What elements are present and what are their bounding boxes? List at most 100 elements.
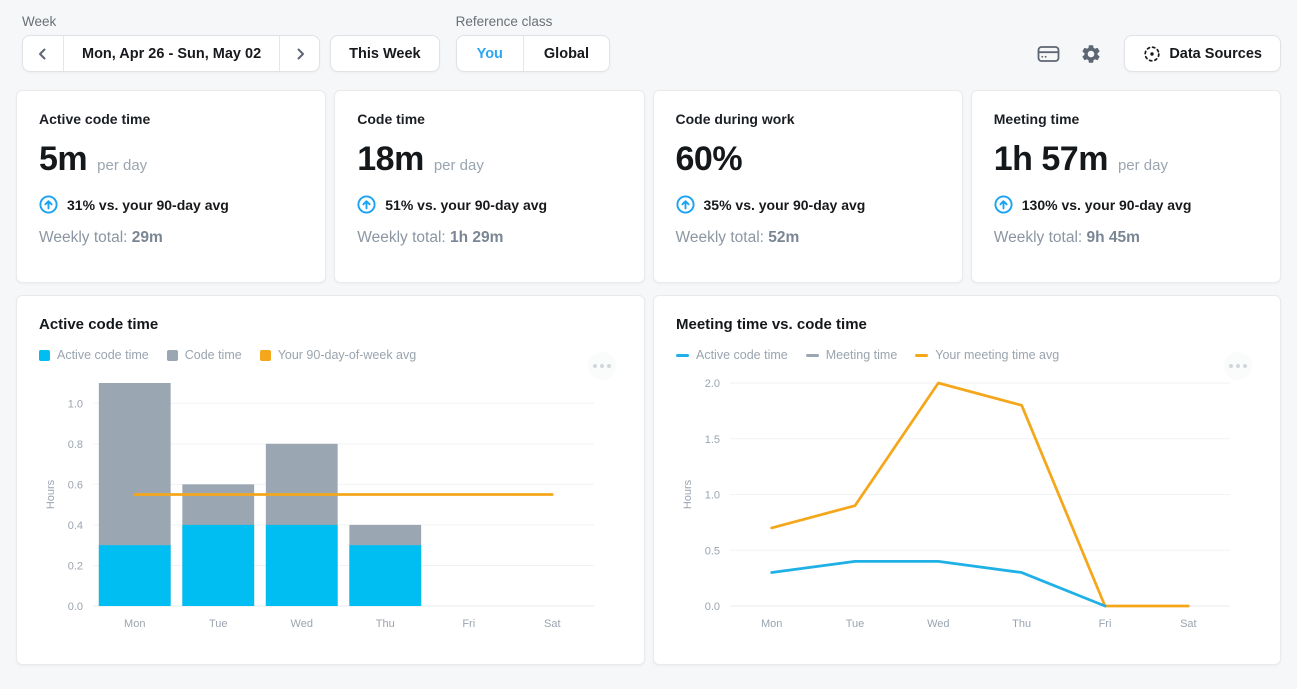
legend-item: Your meeting time avg [915,348,1059,362]
chart-legend: Active code time Meeting time Your meeti… [676,348,1258,362]
chart-title: Meeting time vs. code time [676,316,867,333]
svg-text:Wed: Wed [927,618,949,630]
svg-text:Hours: Hours [682,479,694,509]
svg-text:Thu: Thu [1012,618,1031,630]
weekly-total-value: 52m [768,229,800,246]
stat-delta: 51% vs. your 90-day avg [385,196,548,213]
stat-card-meeting-time: Meeting time 1h 57m per day 130% vs. you… [970,90,1281,283]
line-chart-meeting-vs-code: 0.0 0.5 1.0 1.5 2.0 Hours Mon Tue Wed Thu Fri Sat [676,374,1258,636]
stat-card-row: Active code time 5m per day 31% vs. your… [16,90,1281,283]
gear-icon [1082,44,1100,63]
billing-card-icon [1037,45,1060,62]
ellipsis-icon [1229,364,1233,368]
svg-text:Fri: Fri [462,618,475,630]
reference-class-label: Reference class [455,14,553,29]
stat-title: Code during work [675,111,795,127]
chart-card-row: Active code time Active code time Code t… [16,295,1281,665]
weekly-total-label: Weekly total: [993,229,1083,246]
legend-label: Your meeting time avg [935,348,1060,362]
svg-text:0.2: 0.2 [68,560,83,572]
chart-legend: Active code time Code time Your 90-day-o… [39,348,622,362]
stat-value: 18m [357,140,424,178]
svg-text:Hours: Hours [45,479,57,509]
legend-label: Meeting time [825,348,898,362]
reference-class-group: Reference class You Global [455,14,611,72]
legend-label: Active code time [57,348,149,362]
legend-dash-orange [915,353,929,357]
reference-class-toggle: You Global [455,35,611,72]
legend-item: Meeting time [805,348,898,362]
topbar-actions: Data Sources [1031,35,1281,72]
stat-delta: 35% vs. your 90-day avg [703,196,866,213]
topbar: Week Mon, Apr 26 - Sun, May 02 This Week… [0,0,1297,72]
chart-card-active-code-time: Active code time Active code time Code t… [16,295,645,665]
svg-text:Fri: Fri [1099,618,1112,630]
bar-chart-active-code-time: 0.0 0.2 0.4 0.6 0.8 1.0 Hours Mon Tue Wed Thu Fri Sa… [39,374,622,636]
svg-text:0.5: 0.5 [705,545,720,557]
next-week-button[interactable] [279,36,319,71]
date-range-button[interactable]: Mon, Apr 26 - Sun, May 02 [63,36,279,71]
weekly-total-value: 1h 29m [450,229,504,246]
stat-title: Meeting time [993,111,1080,127]
legend-item: Your 90-day-of-week avg [259,348,417,362]
svg-text:1.0: 1.0 [705,490,720,502]
weekly-total-value: 29m [131,229,163,246]
svg-text:Thu: Thu [376,618,395,630]
reference-global-button[interactable]: Global [522,36,609,71]
svg-text:Sat: Sat [1180,618,1197,630]
weekly-total-label: Weekly total: [675,229,764,246]
data-sources-button[interactable]: Data Sources [1124,35,1281,72]
stat-unit: per day [1117,157,1168,174]
chart-card-meeting-vs-code: Meeting time vs. code time Active code t… [653,295,1281,665]
svg-text:0.6: 0.6 [68,479,83,491]
weekly-total-value: 9h 45m [1086,229,1140,246]
stat-value: 5m [39,140,88,178]
chevron-left-icon [39,48,46,59]
reference-you-button[interactable]: You [457,36,523,71]
legend-label: Code time [184,348,242,362]
legend-swatch-blue [39,349,50,361]
week-nav: Mon, Apr 26 - Sun, May 02 [22,35,321,72]
legend-swatch-orange [259,349,271,361]
chart-title: Active code time [39,316,159,333]
up-arrow-circle-icon [675,195,695,214]
prev-week-button[interactable] [23,36,63,71]
stat-title: Code time [357,111,425,127]
stat-card-code-time: Code time 18m per day 51% vs. your 90-da… [334,90,645,283]
stat-unit: per day [97,157,148,174]
legend-label: Your 90-day-of-week avg [277,348,417,362]
stat-value: 60% [675,140,743,178]
legend-item: Code time [166,348,242,362]
legend-dash-blue [676,353,689,357]
ellipsis-icon [593,364,597,368]
stat-value: 1h 57m [993,140,1109,178]
svg-text:1.5: 1.5 [705,434,720,446]
data-sources-scan-icon [1144,45,1160,62]
data-sources-label: Data Sources [1169,45,1262,62]
weekly-total-label: Weekly total: [39,229,128,246]
svg-text:Tue: Tue [846,618,865,630]
legend-swatch-gray [166,349,178,361]
billing-card-button[interactable] [1031,38,1066,70]
settings-button[interactable] [1074,37,1108,71]
svg-text:Mon: Mon [124,618,145,630]
legend-item: Active code time [39,348,149,362]
legend-dash-gray [805,353,819,357]
svg-text:0.0: 0.0 [705,601,720,613]
stat-delta: 31% vs. your 90-day avg [67,196,229,213]
chart-menu-button[interactable] [588,352,616,380]
chart-menu-button[interactable] [1224,352,1252,380]
svg-text:Wed: Wed [291,618,313,630]
stat-title: Active code time [39,111,151,127]
legend-label: Active code time [696,348,788,362]
stat-card-code-during-work: Code during work 60% 35% vs. your 90-day… [652,90,963,283]
svg-text:0.4: 0.4 [68,520,83,532]
up-arrow-circle-icon [994,195,1013,214]
stat-delta: 130% vs. your 90-day avg [1021,196,1192,213]
week-selector-group: Week Mon, Apr 26 - Sun, May 02 This Week [22,14,440,72]
stat-card-active-code-time: Active code time 5m per day 31% vs. your… [16,90,327,283]
week-label: Week [22,14,57,29]
stat-unit: per day [433,157,484,174]
this-week-button[interactable]: This Week [330,35,440,72]
weekly-total-label: Weekly total: [357,229,446,246]
